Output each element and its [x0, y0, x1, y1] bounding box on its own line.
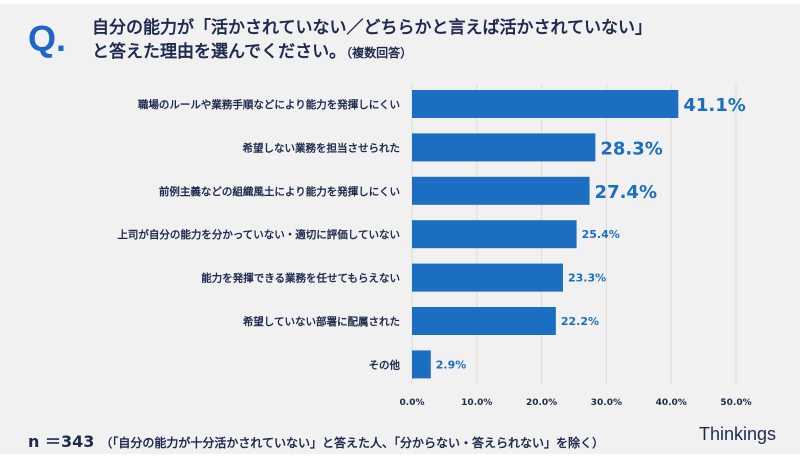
category-label: 希望しない業務を担当させられた [242, 141, 401, 154]
q-mark: Q. [28, 18, 67, 59]
category-label: 上司が自分の能力を分かっていない・適切に評価していない [117, 228, 400, 241]
brand-logo: Thinkings [698, 424, 776, 444]
value-label: 23.3% [568, 272, 606, 285]
x-tick-label: 50.0% [720, 398, 751, 408]
x-tick-label: 30.0% [591, 398, 622, 408]
value-label: 22.2% [561, 315, 599, 328]
chart-title: 自分の能力が「活かされていない／どちらかと言えば活かされていない」 と答えた理由… [92, 16, 652, 65]
value-label: 2.9% [436, 358, 467, 371]
category-label: 能力を発揮できる業務を任せてもらえない [201, 272, 400, 285]
x-tick-label: 10.0% [461, 398, 492, 408]
x-tick-label: 40.0% [656, 398, 687, 408]
bar [412, 220, 577, 249]
slide: Q. 自分の能力が「活かされていない／どちらかと言えば活かされていない」 と答え… [0, 4, 800, 454]
x-tick-label: 0.0% [400, 398, 425, 408]
value-label: 41.1% [683, 95, 745, 116]
title-line1: 自分の能力が「活かされていない／どちらかと言えば活かされていない」 [92, 18, 652, 38]
value-label: 25.4% [582, 228, 620, 241]
bar [412, 90, 679, 118]
category-label: 前例主義などの組織風土により能力を発揮しにくい [159, 185, 400, 198]
bar [412, 176, 590, 205]
bar [412, 133, 596, 162]
sample-note: （「自分の能力が十分活かされていない」と答えた人、「分からない・答えられない」を… [100, 436, 605, 450]
category-label: 職場のルールや業務手順などにより能力を発揮しにくい [138, 98, 400, 111]
title-line2: と答えた理由を選んでください。 [92, 42, 347, 62]
category-label: 希望していない部署に配属された [242, 315, 400, 328]
x-tick-label: 20.0% [526, 398, 557, 408]
title-note: （複数回答） [346, 46, 413, 60]
bar [412, 307, 556, 335]
bar [412, 350, 431, 379]
bar [412, 263, 563, 292]
value-label: 27.4% [595, 182, 657, 203]
sample-size: n ＝343 [28, 432, 95, 451]
value-label: 28.3% [600, 138, 662, 159]
category-label: その他 [369, 358, 401, 371]
footer-note: n ＝343 （「自分の能力が十分活かされていない」と答えた人、「分からない・答え… [28, 428, 604, 452]
